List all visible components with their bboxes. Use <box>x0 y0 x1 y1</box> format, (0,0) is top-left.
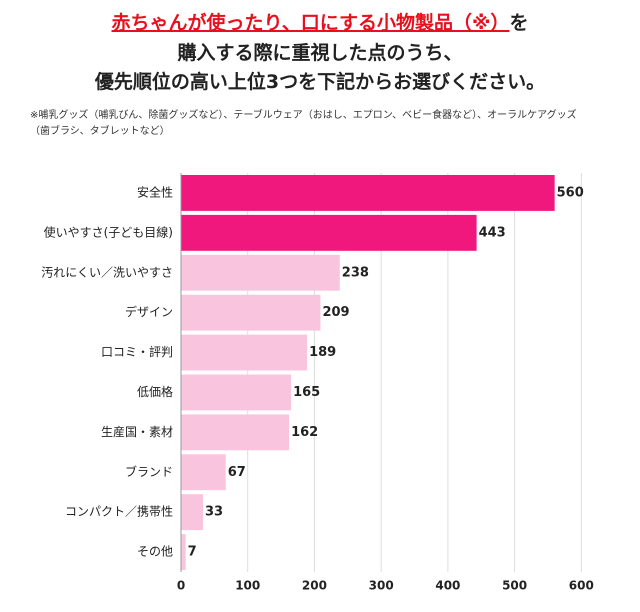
bar <box>181 174 555 211</box>
value-label: 560 <box>557 185 584 200</box>
title-highlight: 赤ちゃんが使ったり、口にする小物製品（※） <box>111 12 510 34</box>
value-label: 238 <box>342 265 369 280</box>
value-label: 33 <box>205 505 223 520</box>
y-tick-label: 汚れにくい／洗いやすさ <box>41 265 173 279</box>
y-tick-label: 安全性 <box>137 184 173 199</box>
title-line: 購入する際に重視した点のうち、 <box>177 42 463 64</box>
x-tick-label: 0 <box>177 579 185 593</box>
bar <box>181 494 204 531</box>
y-tick-label: 生産国・素材 <box>101 424 173 439</box>
y-tick-label: 使いやすさ(子ども目線) <box>44 224 173 239</box>
title-text: を <box>509 12 529 34</box>
bar <box>181 414 290 451</box>
x-tick-label: 500 <box>502 579 527 593</box>
bar <box>181 534 186 571</box>
value-label: 189 <box>309 345 336 360</box>
note: ※哺乳グッズ（哺乳びん、除菌グッズなど）、テーブルウェア（おはし、エプロン、ベビ… <box>30 110 577 137</box>
y-tick-label: デザイン <box>125 304 173 319</box>
x-tick-label: 600 <box>569 579 594 593</box>
y-tick-label: コンパクト／携帯性 <box>65 504 173 519</box>
y-tick-label: 低価格 <box>137 384 173 399</box>
bar <box>181 214 477 251</box>
value-label: 209 <box>322 305 349 320</box>
value-label: 165 <box>293 385 320 400</box>
value-label: 67 <box>228 465 246 480</box>
bar <box>181 254 340 291</box>
y-tick-label: その他 <box>137 545 173 559</box>
title-line: 優先順位の高い上位3つを下記からお選びください。 <box>94 71 546 93</box>
title-line: 赤ちゃんが使ったり、口にする小物製品（※）を <box>0 8 640 35</box>
value-label: 7 <box>188 545 197 560</box>
y-tick-label: 口コミ・評判 <box>101 344 173 359</box>
x-tick-label: 100 <box>235 579 260 593</box>
value-label: 162 <box>291 425 318 440</box>
bar <box>181 374 292 411</box>
bar <box>181 334 308 371</box>
y-tick-label: ブランド <box>125 464 173 479</box>
x-tick-label: 400 <box>435 579 460 593</box>
x-tick-label: 300 <box>369 579 394 593</box>
x-tick-label: 200 <box>302 579 327 593</box>
bar <box>181 294 321 331</box>
value-label: 443 <box>479 225 506 240</box>
bar <box>181 454 226 491</box>
